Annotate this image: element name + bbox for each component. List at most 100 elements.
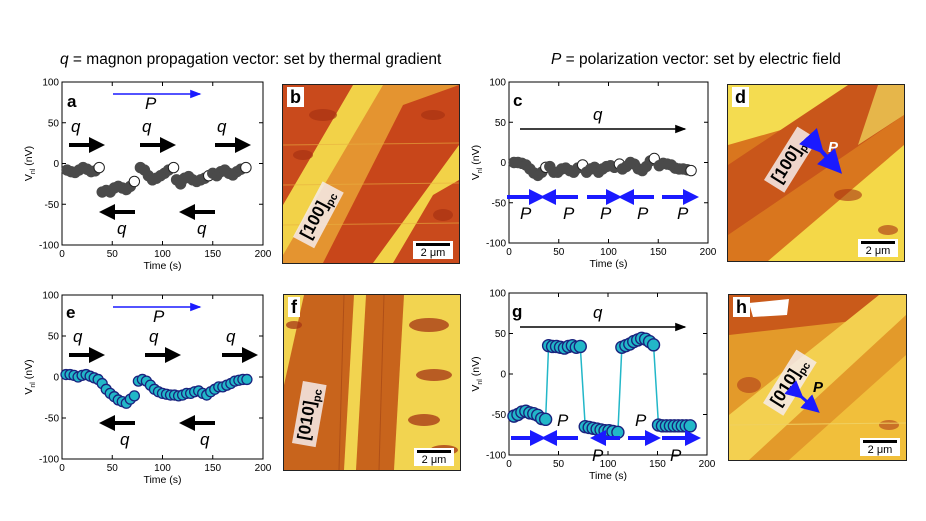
data-point-g [531,408,545,423]
y-tick-label-g: -50 [492,410,507,421]
data-point-a [146,174,159,186]
data-point-c [584,163,597,175]
data-point-g [631,333,645,347]
scalebar-f-line [417,450,451,453]
q-label-back-e: q [200,430,210,449]
data-point-a [223,167,235,179]
data-point-e [84,370,96,382]
data-point-a [100,184,112,197]
y-tick-label-e: -50 [45,414,60,425]
data-point-c [669,162,681,174]
panel-label-g: g [512,302,522,321]
data-point-a [150,172,163,184]
data-point-e [92,373,104,386]
x-tick-label-a: 0 [59,249,65,260]
data-point-g [655,419,670,433]
data-point-g [646,338,661,352]
data-point-c [571,162,584,174]
data-point-g [578,419,592,434]
data-point-e [176,389,189,401]
scalebar-b: 2 μm [413,241,453,259]
x-axis-label-e: Time (s) [143,474,181,486]
micrograph-h-image [729,295,906,460]
panel-label-b: b [287,87,304,107]
q-label-a: q [142,117,152,136]
data-point-a [178,172,191,184]
data-point-g [627,334,641,349]
data-point-a [194,174,207,186]
data-point-e [132,375,145,387]
data-point-a [134,161,147,174]
y-tick-label-a: 0 [53,159,59,170]
data-point-a [124,180,137,193]
p-symbol: P [551,51,562,68]
scalebar-d-line [861,241,895,244]
y-tick-label-c: -100 [486,239,506,250]
data-point-c [516,157,528,170]
data-point-e [128,390,141,402]
scalebar-h: 2 μm [860,438,900,456]
data-point-g [586,421,600,435]
data-point-g [545,339,560,354]
data-point-g [634,331,649,346]
data-point-e [193,385,205,397]
data-point-c [544,160,556,173]
data-point-e [120,397,132,409]
p-label-c: P [600,204,612,223]
data-point-e [112,394,124,406]
data-point-a [104,186,116,198]
data-point-c [685,164,697,177]
data-point-e [88,372,100,384]
data-point-e [60,368,72,381]
micrograph-d-p-arrow [799,128,843,174]
data-point-g [642,334,657,349]
x-tick-label-e: 200 [255,463,272,474]
data-point-c [567,166,580,178]
data-point-e [100,383,112,395]
data-point-a [154,170,167,182]
data-point-a [231,165,243,178]
y-tick-label-g: 50 [495,329,507,340]
data-point-a [186,174,199,186]
p-label-a: P [145,94,157,113]
x-tick-label-e: 150 [204,463,221,474]
data-point-g [511,407,525,422]
panel-label-c: c [513,91,522,110]
q-label-c: q [593,105,603,124]
x-tick-label-a: 150 [204,249,221,260]
y-tick-label-e: 100 [42,291,59,302]
p-label-g: P [635,411,647,430]
data-point-e [116,395,128,408]
data-point-a [174,178,187,190]
data-point-c [613,158,626,170]
q-label-a: q [217,117,227,136]
data-point-c [636,164,649,177]
y-tick-label-e: -100 [39,455,59,466]
data-point-g [606,424,620,439]
orientation-f-sub: pc [310,388,326,404]
data-point-e [201,389,213,401]
data-point-e [76,369,88,382]
data-point-a [142,170,155,182]
x-tick-label-c: 100 [600,247,617,258]
data-point-a [108,182,120,194]
data-point-g [679,419,693,433]
data-point-e [136,373,149,386]
x-axis-label-a: Time (s) [143,260,181,272]
y-tick-label-c: 100 [489,78,506,89]
panel-label-a: a [67,92,77,111]
x-tick-label-g: 0 [506,459,512,470]
data-point-c [628,158,641,170]
data-point-g [638,332,653,346]
data-point-g [553,340,568,354]
x-axis-label-g: Time (s) [589,470,627,482]
data-point-e [164,389,177,401]
data-point-a [89,165,101,177]
data-point-a [112,180,124,193]
data-point-a [162,164,175,176]
data-point-e [205,386,217,398]
data-point-e [108,391,120,403]
data-point-g [541,338,556,353]
x-tick-label-g: 150 [649,459,666,470]
p-label-c: P [520,204,532,223]
